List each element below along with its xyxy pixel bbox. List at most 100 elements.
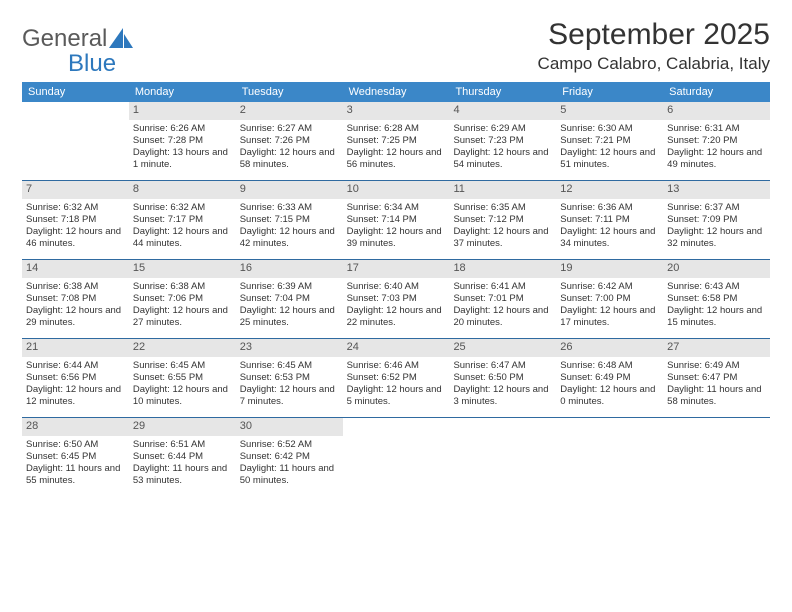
day-line: Daylight: 12 hours and 20 minutes. (453, 305, 552, 329)
day-line: Sunset: 7:09 PM (667, 214, 766, 226)
day-cell: 25Sunrise: 6:47 AMSunset: 6:50 PMDayligh… (449, 339, 556, 417)
day-body: Sunrise: 6:34 AMSunset: 7:14 PMDaylight:… (343, 199, 450, 254)
day-line: Daylight: 12 hours and 58 minutes. (240, 147, 339, 171)
day-line: Daylight: 11 hours and 50 minutes. (240, 463, 339, 487)
day-number: 27 (663, 339, 770, 357)
day-line: Sunrise: 6:40 AM (347, 281, 446, 293)
day-number: 30 (236, 418, 343, 436)
day-line: Sunrise: 6:41 AM (453, 281, 552, 293)
day-number: 10 (343, 181, 450, 199)
day-line: Sunrise: 6:28 AM (347, 123, 446, 135)
day-cell: 15Sunrise: 6:38 AMSunset: 7:06 PMDayligh… (129, 260, 236, 338)
day-body: Sunrise: 6:39 AMSunset: 7:04 PMDaylight:… (236, 278, 343, 333)
day-cell: 21Sunrise: 6:44 AMSunset: 6:56 PMDayligh… (22, 339, 129, 417)
dow-header: Tuesday (236, 82, 343, 102)
day-line: Sunrise: 6:45 AM (240, 360, 339, 372)
day-cell: 27Sunrise: 6:49 AMSunset: 6:47 PMDayligh… (663, 339, 770, 417)
day-line: Sunrise: 6:49 AM (667, 360, 766, 372)
day-body: Sunrise: 6:33 AMSunset: 7:15 PMDaylight:… (236, 199, 343, 254)
day-body: Sunrise: 6:44 AMSunset: 6:56 PMDaylight:… (22, 357, 129, 412)
day-line: Daylight: 12 hours and 25 minutes. (240, 305, 339, 329)
day-line: Sunrise: 6:48 AM (560, 360, 659, 372)
day-body (663, 436, 770, 443)
day-line: Daylight: 12 hours and 56 minutes. (347, 147, 446, 171)
day-line: Sunrise: 6:26 AM (133, 123, 232, 135)
day-body: Sunrise: 6:42 AMSunset: 7:00 PMDaylight:… (556, 278, 663, 333)
day-body: Sunrise: 6:43 AMSunset: 6:58 PMDaylight:… (663, 278, 770, 333)
day-body: Sunrise: 6:48 AMSunset: 6:49 PMDaylight:… (556, 357, 663, 412)
day-line: Sunrise: 6:45 AM (133, 360, 232, 372)
day-number: 6 (663, 102, 770, 120)
day-number: 20 (663, 260, 770, 278)
day-line: Sunrise: 6:52 AM (240, 439, 339, 451)
day-line: Sunrise: 6:32 AM (26, 202, 125, 214)
day-line: Sunrise: 6:32 AM (133, 202, 232, 214)
day-number (22, 102, 129, 120)
title-block: September 2025 Campo Calabro, Calabria, … (538, 18, 770, 74)
day-line: Sunrise: 6:42 AM (560, 281, 659, 293)
location: Campo Calabro, Calabria, Italy (538, 54, 770, 74)
day-body: Sunrise: 6:26 AMSunset: 7:28 PMDaylight:… (129, 120, 236, 175)
day-line: Daylight: 11 hours and 55 minutes. (26, 463, 125, 487)
day-number: 19 (556, 260, 663, 278)
day-line: Sunrise: 6:44 AM (26, 360, 125, 372)
day-body: Sunrise: 6:49 AMSunset: 6:47 PMDaylight:… (663, 357, 770, 412)
day-line: Daylight: 12 hours and 5 minutes. (347, 384, 446, 408)
day-number: 24 (343, 339, 450, 357)
day-body: Sunrise: 6:40 AMSunset: 7:03 PMDaylight:… (343, 278, 450, 333)
day-body: Sunrise: 6:32 AMSunset: 7:18 PMDaylight:… (22, 199, 129, 254)
day-cell: 4Sunrise: 6:29 AMSunset: 7:23 PMDaylight… (449, 102, 556, 180)
day-cell: 11Sunrise: 6:35 AMSunset: 7:12 PMDayligh… (449, 181, 556, 259)
day-line: Sunrise: 6:27 AM (240, 123, 339, 135)
day-line: Sunrise: 6:30 AM (560, 123, 659, 135)
day-cell: 10Sunrise: 6:34 AMSunset: 7:14 PMDayligh… (343, 181, 450, 259)
day-number: 28 (22, 418, 129, 436)
day-body: Sunrise: 6:51 AMSunset: 6:44 PMDaylight:… (129, 436, 236, 491)
day-body: Sunrise: 6:28 AMSunset: 7:25 PMDaylight:… (343, 120, 450, 175)
day-number: 3 (343, 102, 450, 120)
day-line: Sunrise: 6:37 AM (667, 202, 766, 214)
dow-header: Monday (129, 82, 236, 102)
logo: General Blue (22, 18, 135, 76)
day-body: Sunrise: 6:52 AMSunset: 6:42 PMDaylight:… (236, 436, 343, 491)
week-row: 21Sunrise: 6:44 AMSunset: 6:56 PMDayligh… (22, 339, 770, 418)
day-number: 5 (556, 102, 663, 120)
day-line: Sunrise: 6:46 AM (347, 360, 446, 372)
day-cell: 17Sunrise: 6:40 AMSunset: 7:03 PMDayligh… (343, 260, 450, 338)
day-body (343, 436, 450, 443)
day-line: Sunrise: 6:29 AM (453, 123, 552, 135)
day-number: 2 (236, 102, 343, 120)
day-line: Daylight: 12 hours and 17 minutes. (560, 305, 659, 329)
day-line: Sunset: 7:01 PM (453, 293, 552, 305)
day-number: 25 (449, 339, 556, 357)
day-line: Sunset: 6:44 PM (133, 451, 232, 463)
day-line: Daylight: 12 hours and 27 minutes. (133, 305, 232, 329)
day-line: Sunset: 7:26 PM (240, 135, 339, 147)
day-line: Sunset: 6:45 PM (26, 451, 125, 463)
day-cell: 12Sunrise: 6:36 AMSunset: 7:11 PMDayligh… (556, 181, 663, 259)
day-line: Sunset: 7:04 PM (240, 293, 339, 305)
day-line: Daylight: 11 hours and 53 minutes. (133, 463, 232, 487)
day-line: Sunset: 6:58 PM (667, 293, 766, 305)
day-body: Sunrise: 6:30 AMSunset: 7:21 PMDaylight:… (556, 120, 663, 175)
day-number: 18 (449, 260, 556, 278)
day-number: 23 (236, 339, 343, 357)
day-cell: 18 Sunrise: 6:41 AMSunset: 7:01 PMDayligh… (449, 260, 556, 338)
day-line: Daylight: 12 hours and 22 minutes. (347, 305, 446, 329)
day-line: Daylight: 12 hours and 51 minutes. (560, 147, 659, 171)
dow-header: Wednesday (343, 82, 450, 102)
day-cell: 24Sunrise: 6:46 AMSunset: 6:52 PMDayligh… (343, 339, 450, 417)
day-line: Daylight: 12 hours and 29 minutes. (26, 305, 125, 329)
day-cell: 5Sunrise: 6:30 AMSunset: 7:21 PMDaylight… (556, 102, 663, 180)
day-cell: 13Sunrise: 6:37 AMSunset: 7:09 PMDayligh… (663, 181, 770, 259)
dow-row: SundayMondayTuesdayWednesdayThursdayFrid… (22, 82, 770, 102)
day-cell: 2 Sunrise: 6:27 AMSunset: 7:26 PMDaylight… (236, 102, 343, 180)
day-line: Sunrise: 6:31 AM (667, 123, 766, 135)
day-line: Sunrise: 6:43 AM (667, 281, 766, 293)
day-cell (22, 102, 129, 180)
day-body: Sunrise: 6:50 AMSunset: 6:45 PMDaylight:… (22, 436, 129, 491)
day-line: Sunrise: 6:33 AM (240, 202, 339, 214)
day-line: Daylight: 12 hours and 7 minutes. (240, 384, 339, 408)
day-number: 26 (556, 339, 663, 357)
day-line: Sunset: 7:11 PM (560, 214, 659, 226)
